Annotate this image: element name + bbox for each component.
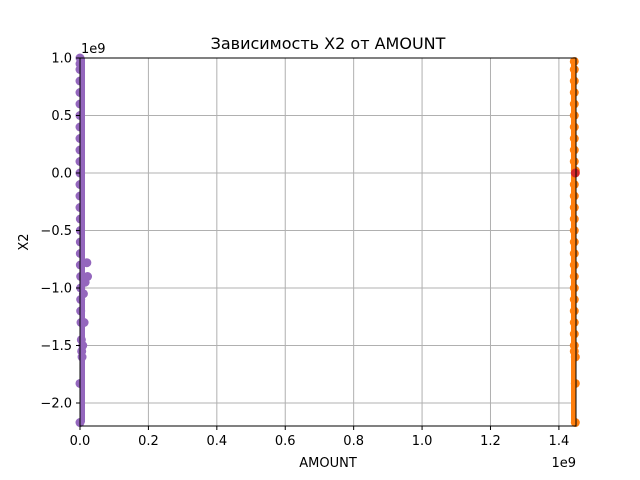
scatter-point bbox=[569, 88, 579, 97]
scatter-point bbox=[78, 289, 88, 299]
y-tick-label: 0.5 bbox=[51, 109, 72, 124]
scatter-point bbox=[569, 134, 579, 143]
scatter-point bbox=[569, 272, 579, 281]
scatter-point bbox=[569, 99, 579, 109]
y-tick-label: −0.5 bbox=[40, 224, 72, 239]
scatter-point bbox=[570, 378, 580, 388]
scatter-point bbox=[569, 318, 579, 327]
scatter-point bbox=[569, 283, 579, 293]
scatter-point bbox=[570, 418, 580, 428]
scatter-point bbox=[569, 214, 579, 224]
scatter-point bbox=[79, 318, 89, 327]
scatter-point bbox=[570, 352, 580, 362]
scatter-point bbox=[569, 237, 579, 247]
chart-title: Зависимость X2 от AMOUNT bbox=[211, 34, 446, 53]
grid bbox=[79, 57, 576, 426]
x-tick-label: 0.2 bbox=[138, 434, 159, 449]
scatter-point bbox=[77, 352, 87, 362]
scatter-point bbox=[569, 65, 579, 74]
scatter-point bbox=[569, 145, 579, 155]
scatter-point bbox=[76, 306, 86, 316]
x-tick-label: 0.6 bbox=[275, 434, 296, 449]
y-tick-label: −1.5 bbox=[40, 339, 72, 354]
scatter-point bbox=[569, 76, 579, 86]
scatter-point bbox=[569, 329, 579, 339]
scatter-point bbox=[569, 260, 579, 270]
scatter-point bbox=[569, 56, 579, 66]
data-points bbox=[75, 53, 580, 428]
scatter-point bbox=[569, 191, 579, 201]
scatter-point bbox=[569, 157, 579, 166]
x-axis-label: AMOUNT bbox=[299, 456, 357, 471]
plot-frame bbox=[79, 57, 577, 427]
x-tick-label: 0.8 bbox=[343, 434, 364, 449]
scatter-point bbox=[569, 180, 579, 189]
scatter-point bbox=[82, 258, 92, 268]
scatter-point bbox=[569, 249, 579, 258]
scatter-point bbox=[569, 122, 579, 132]
scatter-point bbox=[569, 226, 579, 235]
y-axis-label: X2 bbox=[17, 233, 32, 250]
x-axis-offset-text: 1e9 bbox=[551, 456, 576, 471]
x-tick-label: 0.0 bbox=[70, 434, 91, 449]
scatter-point bbox=[83, 272, 93, 281]
y-tick-label: −1.0 bbox=[40, 282, 72, 297]
scatter-point bbox=[569, 295, 579, 304]
scatter-point bbox=[570, 168, 580, 178]
y-tick-label: −2.0 bbox=[40, 397, 72, 412]
x-axis-ticks: 0.0 0.2 0.4 0.6 0.8 1.0 1.2 1.4 bbox=[70, 426, 570, 449]
x-tick-label: 1.2 bbox=[480, 434, 501, 449]
y-axis-ticks: 1.0 0.5 0.0 −0.5 −1.0 −1.5 −2.0 bbox=[40, 52, 80, 412]
y-tick-label: 0.0 bbox=[51, 167, 72, 182]
x-tick-label: 1.4 bbox=[549, 434, 570, 449]
scatter-point bbox=[569, 111, 579, 120]
x-tick-label: 0.4 bbox=[206, 434, 227, 449]
scatter-point bbox=[569, 306, 579, 316]
scatter-point bbox=[569, 203, 579, 212]
y-tick-label: 1.0 bbox=[51, 52, 72, 67]
y-axis-offset-text: 1e9 bbox=[81, 42, 106, 57]
x-tick-label: 1.0 bbox=[412, 434, 433, 449]
